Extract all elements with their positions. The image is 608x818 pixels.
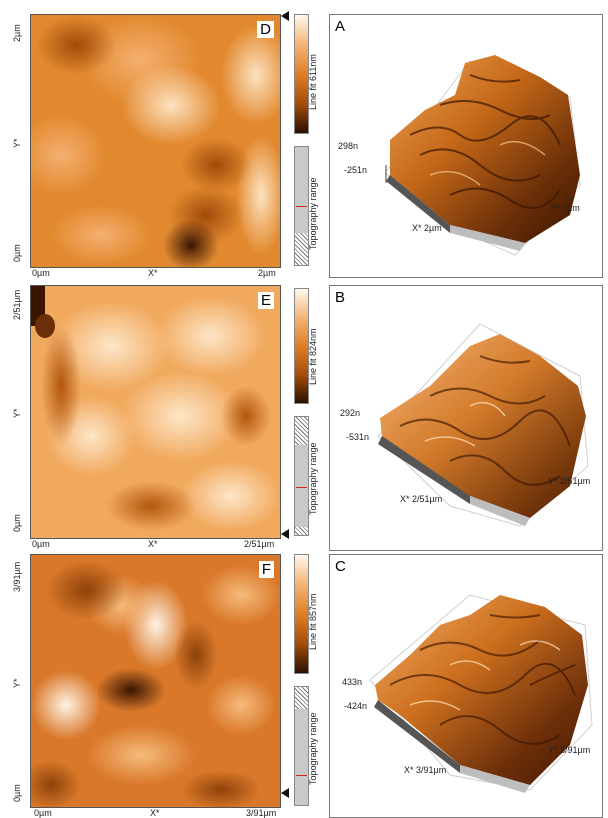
map-y-top-label: 2µm	[12, 24, 22, 42]
z-max-label: 298n	[338, 141, 359, 151]
color-scale-label: Line fit 857nm	[308, 593, 318, 650]
range-handle[interactable]	[295, 687, 308, 709]
surface-3d-panel-a: A 298n -251n X* 2µm Y* 2µm	[329, 14, 603, 278]
range-handle[interactable]	[295, 527, 308, 535]
map-x-right-label: 2µm	[258, 268, 276, 278]
range-marker	[296, 487, 307, 488]
pointer-icon[interactable]	[281, 11, 289, 21]
map-y-top-label: 3/91µm	[12, 561, 22, 592]
z-min-label: -424n	[344, 701, 368, 711]
map-y-mid-label: Y*	[12, 138, 22, 148]
color-scale-label: Line fit 824nm	[308, 328, 318, 385]
z-max-label: 292n	[340, 408, 361, 418]
z-min-label: -251n	[344, 165, 368, 175]
surface-3d-panel-c: C 433n -424n X* 3/91µm Y* 3/91µm	[329, 554, 603, 818]
map-y-top-label: 2/51µm	[12, 289, 22, 320]
range-label: Topography range	[308, 177, 318, 250]
map-x-left-label: 0µm	[34, 808, 52, 818]
panel-letter: B	[335, 289, 346, 306]
topography-range-bar[interactable]	[294, 146, 309, 266]
surface-3d-panel-b: B 292n -531n X* 2/51µm Y* 2/51µm	[329, 285, 603, 551]
panel-letter: E	[257, 292, 274, 309]
topography-range-bar[interactable]	[294, 686, 309, 806]
topography-map-f: F	[30, 554, 281, 808]
y-axis-label: Y* 2µm	[550, 203, 580, 213]
x-axis-label: X* 2µm	[412, 223, 442, 233]
panel-letter: C	[335, 558, 346, 575]
y-axis-label: Y* 3/91µm	[548, 745, 591, 755]
topography-range-bar[interactable]	[294, 416, 309, 536]
z-max-label: 433n	[342, 677, 363, 687]
map-x-right-label: 2/51µm	[244, 539, 275, 549]
topography-map-e: E	[30, 285, 281, 539]
color-scale-bar	[294, 288, 309, 404]
pointer-icon[interactable]	[281, 788, 289, 798]
color-scale-bar	[294, 554, 309, 674]
range-label: Topography range	[308, 442, 318, 515]
y-axis-label: Y* 2/51µm	[548, 476, 591, 486]
map-y-bottom-label: 0µm	[12, 514, 22, 532]
map-x-mid-label: X*	[148, 268, 158, 278]
map-x-left-label: 0µm	[32, 539, 50, 549]
x-axis-label: X* 3/91µm	[404, 765, 447, 775]
topography-map-d: D	[30, 14, 281, 268]
range-handle[interactable]	[295, 417, 308, 445]
range-marker	[296, 775, 307, 776]
range-marker	[296, 206, 307, 207]
panel-letter: A	[335, 18, 346, 35]
map-x-left-label: 0µm	[32, 268, 50, 278]
pointer-icon[interactable]	[281, 529, 289, 539]
map-x-mid-label: X*	[148, 539, 158, 549]
z-min-label: -531n	[346, 432, 370, 442]
color-scale-bar	[294, 14, 309, 134]
x-axis-label: X* 2/51µm	[400, 494, 443, 504]
map-y-bottom-label: 0µm	[12, 244, 22, 262]
map-y-bottom-label: 0µm	[12, 784, 22, 802]
map-x-right-label: 3/91µm	[246, 808, 277, 818]
map-y-mid-label: Y*	[12, 678, 22, 688]
map-y-mid-label: Y*	[12, 408, 22, 418]
map-x-mid-label: X*	[150, 808, 160, 818]
range-label: Topography range	[308, 712, 318, 785]
range-handle[interactable]	[295, 233, 308, 265]
color-scale-label: Line fit 611nm	[308, 54, 318, 110]
panel-letter: F	[258, 561, 274, 578]
panel-letter: D	[257, 21, 274, 38]
